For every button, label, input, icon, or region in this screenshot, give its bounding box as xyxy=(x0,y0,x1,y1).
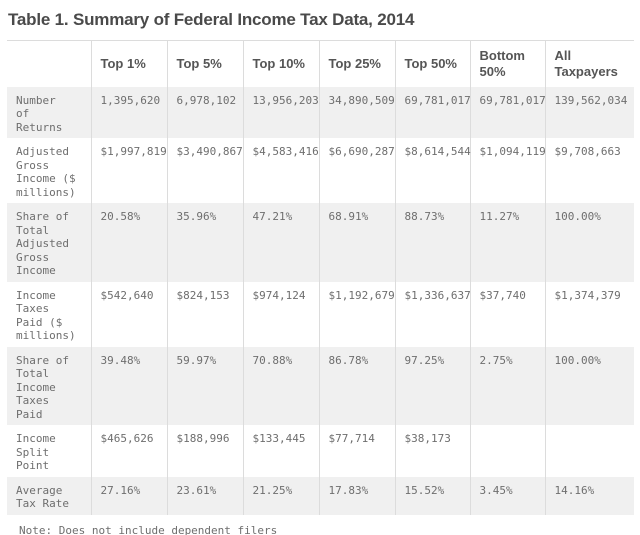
column-header: Top 25% xyxy=(318,40,395,87)
table-cell: $974,124 xyxy=(242,281,319,347)
table-row: Share of Total Income Taxes Paid 39.48% 59… xyxy=(7,346,634,425)
column-header: Top 5% xyxy=(166,40,243,87)
table-cell: $8,614,544 xyxy=(394,138,471,203)
table-cell: 100.00% xyxy=(544,346,634,425)
row-label: Income Taxes Paid ($ millions) xyxy=(16,288,76,343)
table-cell: 59.97% xyxy=(166,346,243,425)
table-cell: $77,714 xyxy=(318,425,395,477)
table-cell: 23.61% xyxy=(166,476,243,515)
table-cell: 47.21% xyxy=(242,203,319,282)
table-cell: $3,490,867 xyxy=(166,138,243,203)
row-label: Number of Returns xyxy=(16,93,63,134)
row-label-column-header xyxy=(7,41,91,87)
row-label: Average Tax Rate xyxy=(16,483,69,511)
column-header: Top 50% xyxy=(394,40,470,87)
table-cell: $1,997,819 xyxy=(90,138,167,203)
table-cell xyxy=(544,425,634,477)
table-cell: 20.58% xyxy=(90,203,167,282)
table-cell: 14.16% xyxy=(544,476,634,515)
table-header: Top 1% Top 5% Top 10% Top 25% Top 50% Bottom … xyxy=(7,40,634,87)
column-header: Top 1% xyxy=(90,40,167,87)
table-cell: 15.52% xyxy=(394,476,470,515)
table-cell: $1,094,119 xyxy=(469,138,546,203)
table-cell: 86.78% xyxy=(318,346,395,425)
table-cell: 27.16% xyxy=(90,476,167,515)
table-cell: 68.91% xyxy=(318,203,395,282)
table-row: Adjusted Gross Income ($ millions) $1,997… xyxy=(7,138,634,203)
table-cell: 17.83% xyxy=(318,476,395,515)
column-header: Top 10% xyxy=(242,40,319,87)
table-cell: $4,583,416 xyxy=(242,138,319,203)
table-cell: $37,740 xyxy=(469,281,545,347)
header-row: Top 1% Top 5% Top 10% Top 25% Top 50% Bottom … xyxy=(7,40,634,87)
table-cell: 35.96% xyxy=(166,203,243,282)
row-label: Share of Total Income Taxes Paid xyxy=(16,353,69,421)
table-note: Note: Does not include dependent filers xyxy=(7,515,632,535)
table-cell: $1,374,379 xyxy=(544,281,634,347)
table-cell: 88.73% xyxy=(394,203,470,282)
table-body: Number of Returns 1,395,620 6,978,102 13,95… xyxy=(7,86,634,515)
table-row: Income Split Point $465,626 $188,996 $133,4… xyxy=(7,425,634,477)
table-cell: 11.27% xyxy=(469,203,545,282)
table-cell: 34,890,509 xyxy=(318,86,395,138)
row-label: Income Split Point xyxy=(16,432,56,472)
table-cell: $824,153 xyxy=(166,281,243,347)
table-cell: $1,192,679 xyxy=(318,281,395,347)
table-title: Table 1. Summary of Federal Income Tax D… xyxy=(8,10,415,29)
table-cell: 6,978,102 xyxy=(166,86,243,138)
table-cell xyxy=(469,425,545,477)
table-row: Income Taxes Paid ($ millions) $542,640 $8… xyxy=(7,281,634,347)
table-cell: 70.88% xyxy=(242,346,319,425)
table-cell: 139,562,034 xyxy=(544,86,634,138)
table-cell: 69,781,017 xyxy=(469,86,546,138)
table-row: Number of Returns 1,395,620 6,978,102 13,95… xyxy=(7,86,634,138)
table-cell: $188,996 xyxy=(166,425,243,477)
table-row: Share of Total Adjusted Gross Income 20.5… xyxy=(7,203,634,282)
table-cell: 21.25% xyxy=(242,476,319,515)
row-label: Share of Total Adjusted Gross Income xyxy=(16,210,69,277)
table-cell: $9,708,663 xyxy=(544,138,634,203)
table-cell: 97.25% xyxy=(394,346,470,425)
table-row: Average Tax Rate 27.16% 23.61% 21.25% 17.83%… xyxy=(7,476,634,515)
table-cell: 100.00% xyxy=(544,203,634,282)
table-cell: $1,336,637 xyxy=(394,281,471,347)
row-label: Adjusted Gross Income ($ millions) xyxy=(16,145,76,199)
table-cell: 39.48% xyxy=(90,346,167,425)
column-header: Bottom 50% xyxy=(469,40,545,87)
table-cell: $465,626 xyxy=(90,425,167,477)
column-header: All Taxpayers xyxy=(544,40,634,87)
table-cell: $542,640 xyxy=(90,281,167,347)
table-cell: 13,956,203 xyxy=(242,86,319,138)
table-cell: 3.45% xyxy=(469,476,545,515)
tax-data-table: Top 1% Top 5% Top 10% Top 25% Top 50% Bottom … xyxy=(7,40,634,515)
table-cell: $133,445 xyxy=(242,425,319,477)
table-cell: 2.75% xyxy=(469,346,545,425)
table-cell: $38,173 xyxy=(394,425,470,477)
table-cell: $6,690,287 xyxy=(318,138,395,203)
table-cell: 69,781,017 xyxy=(394,86,471,138)
table-cell: 1,395,620 xyxy=(90,86,167,138)
